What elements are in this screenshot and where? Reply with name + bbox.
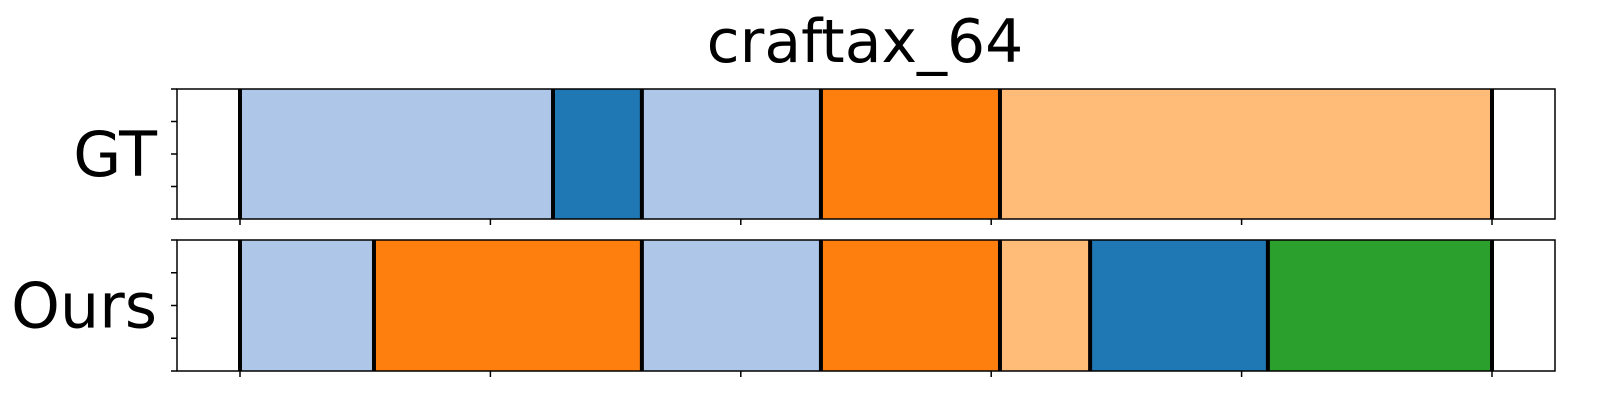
segment-bar	[641, 240, 821, 371]
segment-bar	[240, 89, 553, 219]
segment-bar	[820, 240, 1000, 371]
row-ours: Ours	[11, 239, 1556, 377]
segment-bar	[999, 240, 1091, 371]
segment-bar	[240, 240, 374, 371]
segment-bar	[1090, 240, 1268, 371]
segment-bar	[820, 89, 1000, 219]
segment-bar	[1267, 240, 1492, 371]
segment-bar	[553, 89, 642, 219]
segment-bar	[641, 89, 821, 219]
rows-layer: GT Ours	[11, 88, 1556, 377]
chart-title: craftax_64	[707, 7, 1024, 77]
segment-bar	[999, 89, 1492, 219]
row-gt: GT	[73, 88, 1556, 225]
row-label: Ours	[11, 270, 157, 343]
segment-bar	[373, 240, 642, 371]
row-label: GT	[73, 118, 158, 191]
